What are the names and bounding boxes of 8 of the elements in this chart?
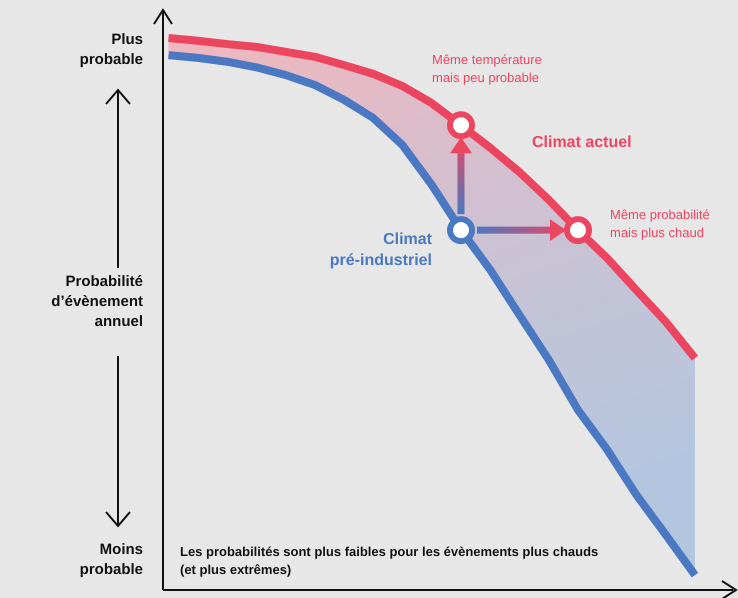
text: Plus probable (80, 31, 143, 68)
annotation: Les probabilités sont plus faibles pour les évènements plus chauds (et plus extrêmes) (180, 544, 598, 577)
y-axis-title: Probabilité d’évènement annuel (51, 273, 143, 330)
series-label: Climat pré-industriel (330, 231, 433, 269)
annotation: Même probabilité mais plus chaud (610, 207, 710, 240)
series-label: Climat actuel (532, 134, 632, 151)
text: Moins probable (80, 541, 143, 578)
annotation: Même température mais peu probable (432, 52, 542, 85)
